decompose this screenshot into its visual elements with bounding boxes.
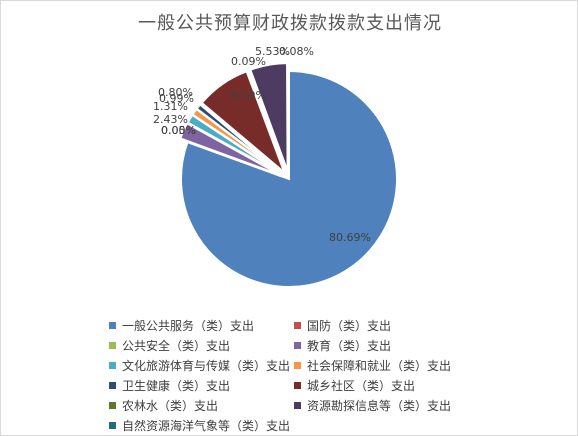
pie-slice [287, 61, 290, 172]
legend-label: 国防（类）支出 [307, 319, 392, 333]
legend-label: 城乡社区（类）支出 [307, 379, 416, 393]
legend-swatch [109, 402, 116, 409]
legend-swatch [294, 362, 301, 369]
legend-label: 教育（类）支出 [307, 339, 392, 353]
legend-label: 卫生健康（类）支出 [122, 379, 231, 393]
slice-data-label: 0.08% [279, 45, 314, 58]
legend-label: 公共安全（类）支出 [122, 339, 231, 353]
legend-item: 文化旅游体育与传媒（类）支出 [109, 357, 290, 374]
pie-slice [180, 69, 398, 288]
legend-item: 自然资源海洋气象等（类）支出 [109, 417, 290, 434]
slice-data-label: 0.09% [231, 55, 266, 68]
slice-data-label: 0.00% [161, 124, 196, 137]
legend-swatch [109, 342, 116, 349]
legend-swatch [109, 362, 116, 369]
legend-item: 城乡社区（类）支出 [294, 377, 415, 394]
legend-item: 农林水（类）支出 [109, 397, 218, 414]
pie-slice [249, 62, 289, 172]
pie-chart: 80.69% 0.00%0.05%2.43%1.31%0.99%0.80% 8.19… [153, 45, 398, 288]
slice-data-label: 5.53% [255, 45, 290, 58]
legend-swatch [109, 382, 116, 389]
legend-swatch [109, 322, 116, 329]
legend-label: 资源勘探信息等（类）支出 [307, 399, 452, 413]
legend-swatch [294, 342, 301, 349]
legend-item: 教育（类）支出 [294, 337, 391, 354]
slice-data-label: 1.31% [153, 100, 188, 113]
legend-label: 文化旅游体育与传媒（类）支出 [122, 359, 291, 373]
legend-item: 公共安全（类）支出 [109, 337, 230, 354]
pie-slice [247, 68, 288, 172]
slice-data-label: 80.69% [329, 231, 371, 244]
legend-item: 卫生健康（类）支出 [109, 377, 230, 394]
legend-label: 农林水（类）支出 [122, 399, 219, 413]
legend-item: 资源勘探信息等（类）支出 [294, 397, 451, 414]
legend-swatch [294, 322, 301, 329]
slice-data-label: 0.99% [159, 92, 194, 105]
legend-label: 一般公共服务（类）支出 [122, 319, 255, 333]
slice-data-label: 2.43% [153, 113, 188, 126]
legend-swatch [294, 382, 301, 389]
legend-swatch [109, 422, 116, 429]
pie-slice [200, 70, 287, 176]
legend-swatch [294, 402, 301, 409]
legend-label: 社会保障和就业（类）支出 [307, 359, 452, 373]
slice-data-label: 0.05% [161, 124, 196, 137]
slice-data-label: 8.19% [231, 89, 266, 102]
legend-item: 社会保障和就业（类）支出 [294, 357, 451, 374]
slice-data-label: 0.80% [158, 86, 193, 99]
legend-item: 一般公共服务（类）支出 [109, 317, 254, 334]
pie-slice [195, 103, 284, 175]
chart-title: 一般公共预算财政拨款拨款支出情况 [138, 13, 442, 34]
legend-label: 自然资源海洋气象等（类）支出 [122, 419, 291, 433]
legend-item: 国防（类）支出 [294, 317, 391, 334]
